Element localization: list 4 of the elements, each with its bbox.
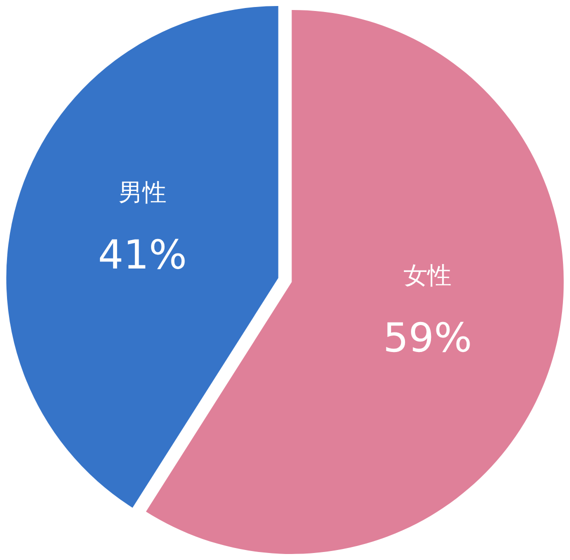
slice-label: 女性 — [404, 261, 452, 290]
data-label: 59% — [383, 315, 472, 362]
slice-label: 男性 — [118, 178, 166, 207]
data-label: 41% — [98, 232, 187, 279]
